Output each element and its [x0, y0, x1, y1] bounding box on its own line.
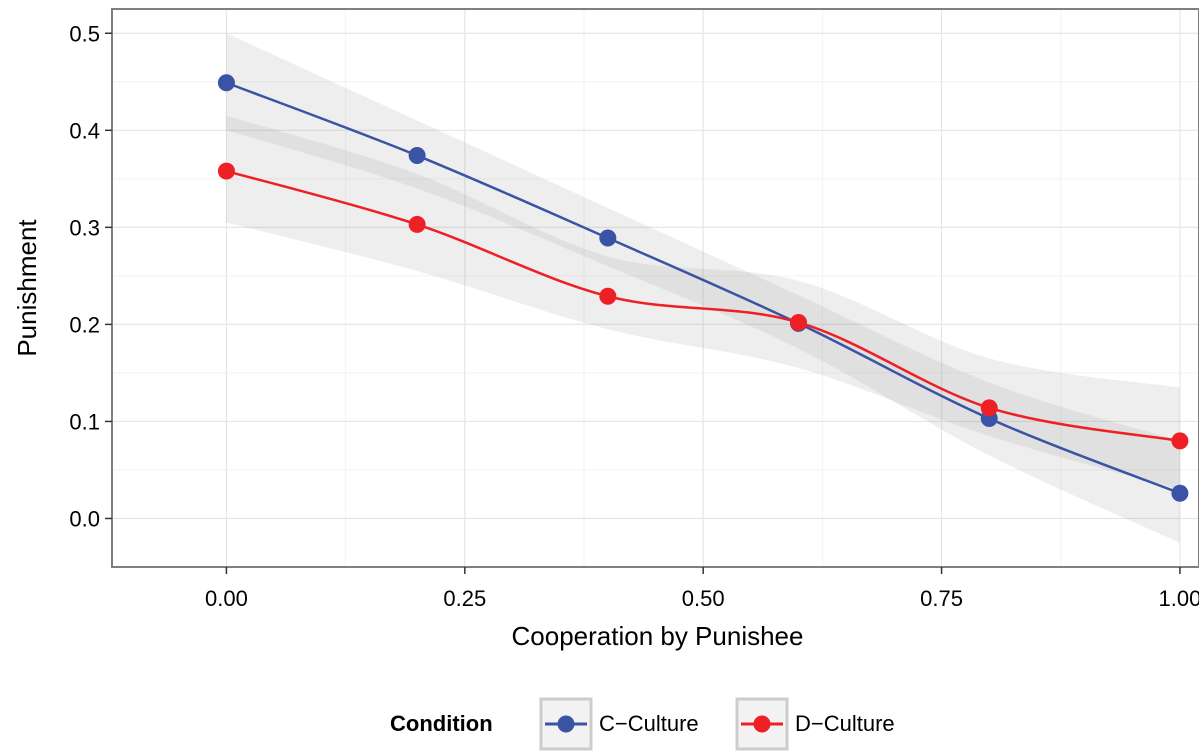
data-point-d-culture	[599, 287, 617, 305]
legend-item-c-culture: C−Culture	[539, 697, 699, 751]
data-point-d-culture	[790, 313, 808, 331]
x-axis-title: Cooperation by Punishee	[512, 621, 804, 651]
data-point-c-culture	[599, 229, 617, 247]
legend-label: D−Culture	[795, 711, 895, 736]
y-tick-label: 0.0	[69, 506, 100, 531]
y-tick-label: 0.2	[69, 312, 100, 337]
series-lines	[225, 81, 1181, 495]
data-point-d-culture	[217, 162, 235, 180]
x-tick-label: 0.75	[920, 586, 963, 611]
minor-gridlines	[112, 9, 1199, 567]
legend-label: C−Culture	[599, 711, 699, 736]
y-axis-title: Punishment	[12, 219, 42, 357]
legend: Condition C−Culture D−Culture	[390, 697, 895, 751]
y-tick-label: 0.4	[69, 118, 100, 143]
axes: 0.00 0.25 0.50 0.75 1.00 0.0 0.1 0.2 0.3 0.4 0.5	[69, 21, 1199, 611]
legend-key-point	[753, 715, 771, 733]
legend-item-d-culture: D−Culture	[735, 697, 895, 751]
series-points	[217, 74, 1189, 502]
data-point-c-culture	[1171, 484, 1189, 502]
x-tick-label: 0.50	[682, 586, 725, 611]
y-tick-label: 0.1	[69, 409, 100, 434]
legend-title: Condition	[390, 711, 493, 736]
x-tick-label: 0.25	[443, 586, 486, 611]
data-point-d-culture	[1171, 432, 1189, 450]
data-point-c-culture	[408, 147, 426, 165]
x-tick-label: 1.00	[1159, 586, 1199, 611]
legend-key-point	[557, 715, 575, 733]
y-tick-label: 0.3	[69, 215, 100, 240]
x-tick-label: 0.00	[205, 586, 248, 611]
data-point-d-culture	[408, 215, 426, 233]
series-line-d-culture	[226, 169, 1181, 443]
plot-panel-border	[111, 8, 1199, 568]
series-line-c-culture	[225, 81, 1181, 495]
confidence-band-c-culture	[226, 33, 1180, 543]
data-point-c-culture	[217, 74, 235, 92]
y-tick-label: 0.5	[69, 21, 100, 46]
major-gridlines	[112, 9, 1199, 567]
legend-items: C−Culture D−Culture	[539, 697, 895, 751]
data-point-d-culture	[980, 399, 998, 417]
